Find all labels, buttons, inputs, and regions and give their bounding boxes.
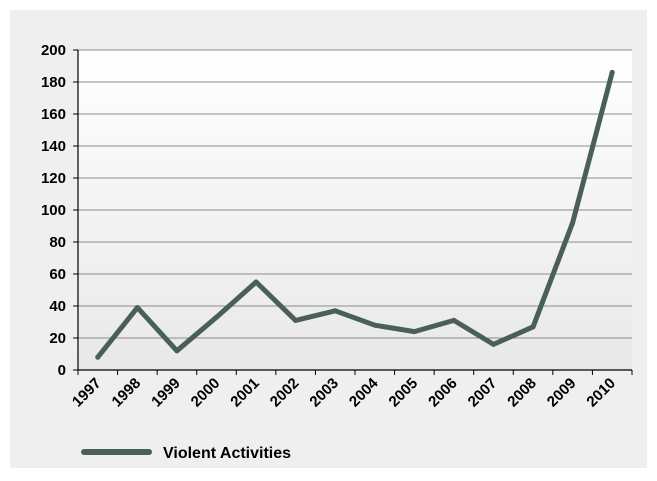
series-layer (95, 69, 615, 360)
y-tick-label-160: 160 (41, 106, 66, 123)
y-tick-label-180: 180 (41, 74, 66, 91)
data-point-2006 (451, 317, 457, 323)
data-point-2010 (609, 69, 615, 75)
data-point-2003 (332, 308, 338, 314)
data-point-1997 (95, 354, 101, 360)
data-point-2002 (293, 317, 299, 323)
legend-label-violent-activities: Violent Activities (163, 445, 291, 462)
y-tick-label-0: 0 (58, 362, 66, 379)
data-point-2009 (570, 220, 576, 226)
y-tick-label-20: 20 (49, 330, 66, 347)
data-point-2001 (253, 279, 259, 285)
y-tick-label-140: 140 (41, 138, 66, 155)
data-point-2000 (214, 314, 219, 320)
y-tick-label-80: 80 (49, 234, 66, 251)
y-tick-label-120: 120 (41, 170, 66, 187)
data-point-2005 (411, 329, 417, 335)
grid-lines (78, 49, 632, 339)
series-line-violent-activities (95, 69, 615, 360)
data-point-2004 (372, 322, 378, 328)
y-tick-label-200: 200 (41, 42, 66, 59)
data-point-1998 (134, 305, 140, 311)
legend: Violent Activities (81, 445, 291, 462)
y-axis-tick-labels: 0 20 40 60 80 100 120 140 160 180 200 (41, 42, 66, 379)
data-point-2007 (491, 341, 496, 347)
data-point-2008 (530, 324, 536, 330)
y-tick-label-100: 100 (41, 202, 66, 219)
axes (73, 49, 633, 375)
y-tick-label-40: 40 (49, 298, 66, 315)
data-point-1999 (174, 348, 180, 354)
y-tick-label-60: 60 (49, 266, 66, 283)
